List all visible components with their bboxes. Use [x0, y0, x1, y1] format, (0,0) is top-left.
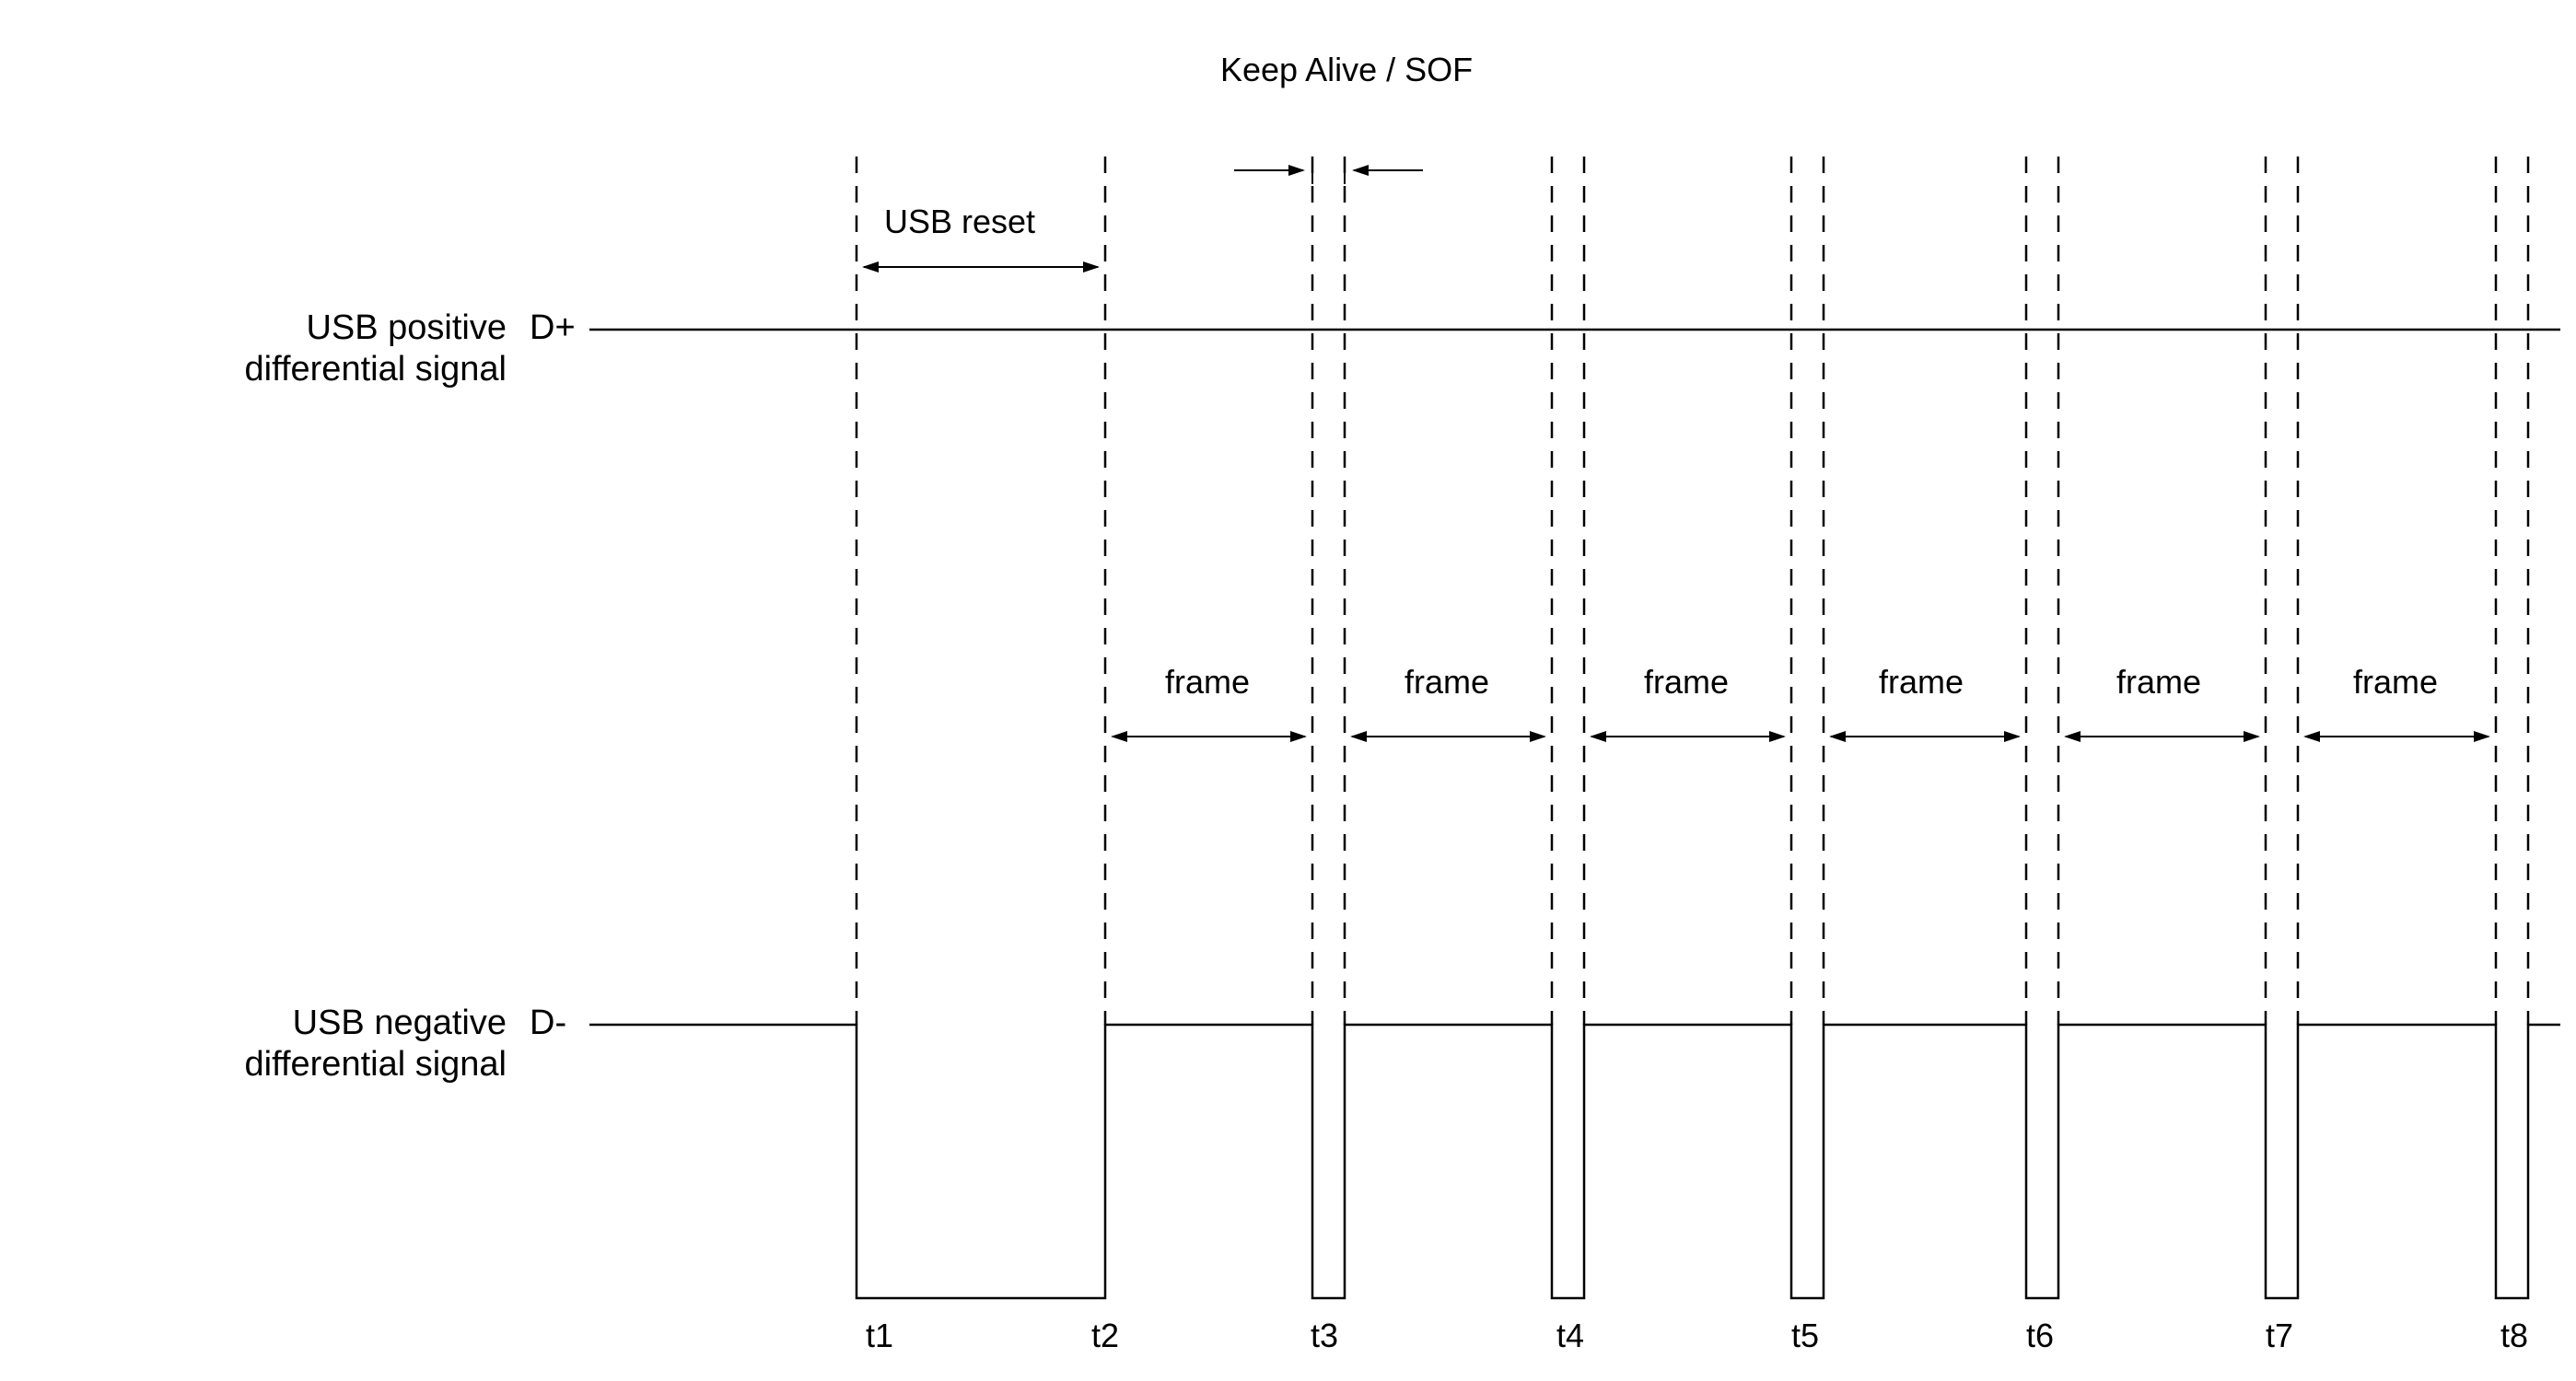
dplus-label-line1: USB positive: [184, 308, 507, 348]
dplus-name: D+: [530, 308, 576, 348]
time-marker-t2: t2: [1091, 1317, 1119, 1355]
frame-label-3: frame: [1644, 663, 1729, 702]
time-marker-t3: t3: [1311, 1317, 1338, 1355]
usb-reset-label: USB reset: [884, 203, 1035, 241]
time-marker-t4: t4: [1556, 1317, 1584, 1355]
frame-label-1: frame: [1165, 663, 1250, 702]
dplus-label-line2: differential signal: [184, 350, 507, 389]
dminus-label-line2: differential signal: [184, 1045, 507, 1085]
dminus-name: D-: [530, 1004, 566, 1043]
timing-diagram-container: Keep Alive / SOF USB positive differenti…: [0, 0, 2576, 1322]
time-marker-t6: t6: [2026, 1317, 2054, 1355]
frame-label-4: frame: [1879, 663, 1964, 702]
frame-label-6: frame: [2353, 663, 2438, 702]
time-marker-t8: t8: [2500, 1317, 2528, 1355]
frame-label-5: frame: [2116, 663, 2201, 702]
time-marker-t7: t7: [2266, 1317, 2293, 1355]
dminus-label-line1: USB negative: [184, 1004, 507, 1043]
frame-label-2: frame: [1405, 663, 1489, 702]
time-marker-t5: t5: [1791, 1317, 1819, 1355]
diagram-title: Keep Alive / SOF: [1220, 51, 1473, 89]
time-marker-t1: t1: [866, 1317, 893, 1355]
